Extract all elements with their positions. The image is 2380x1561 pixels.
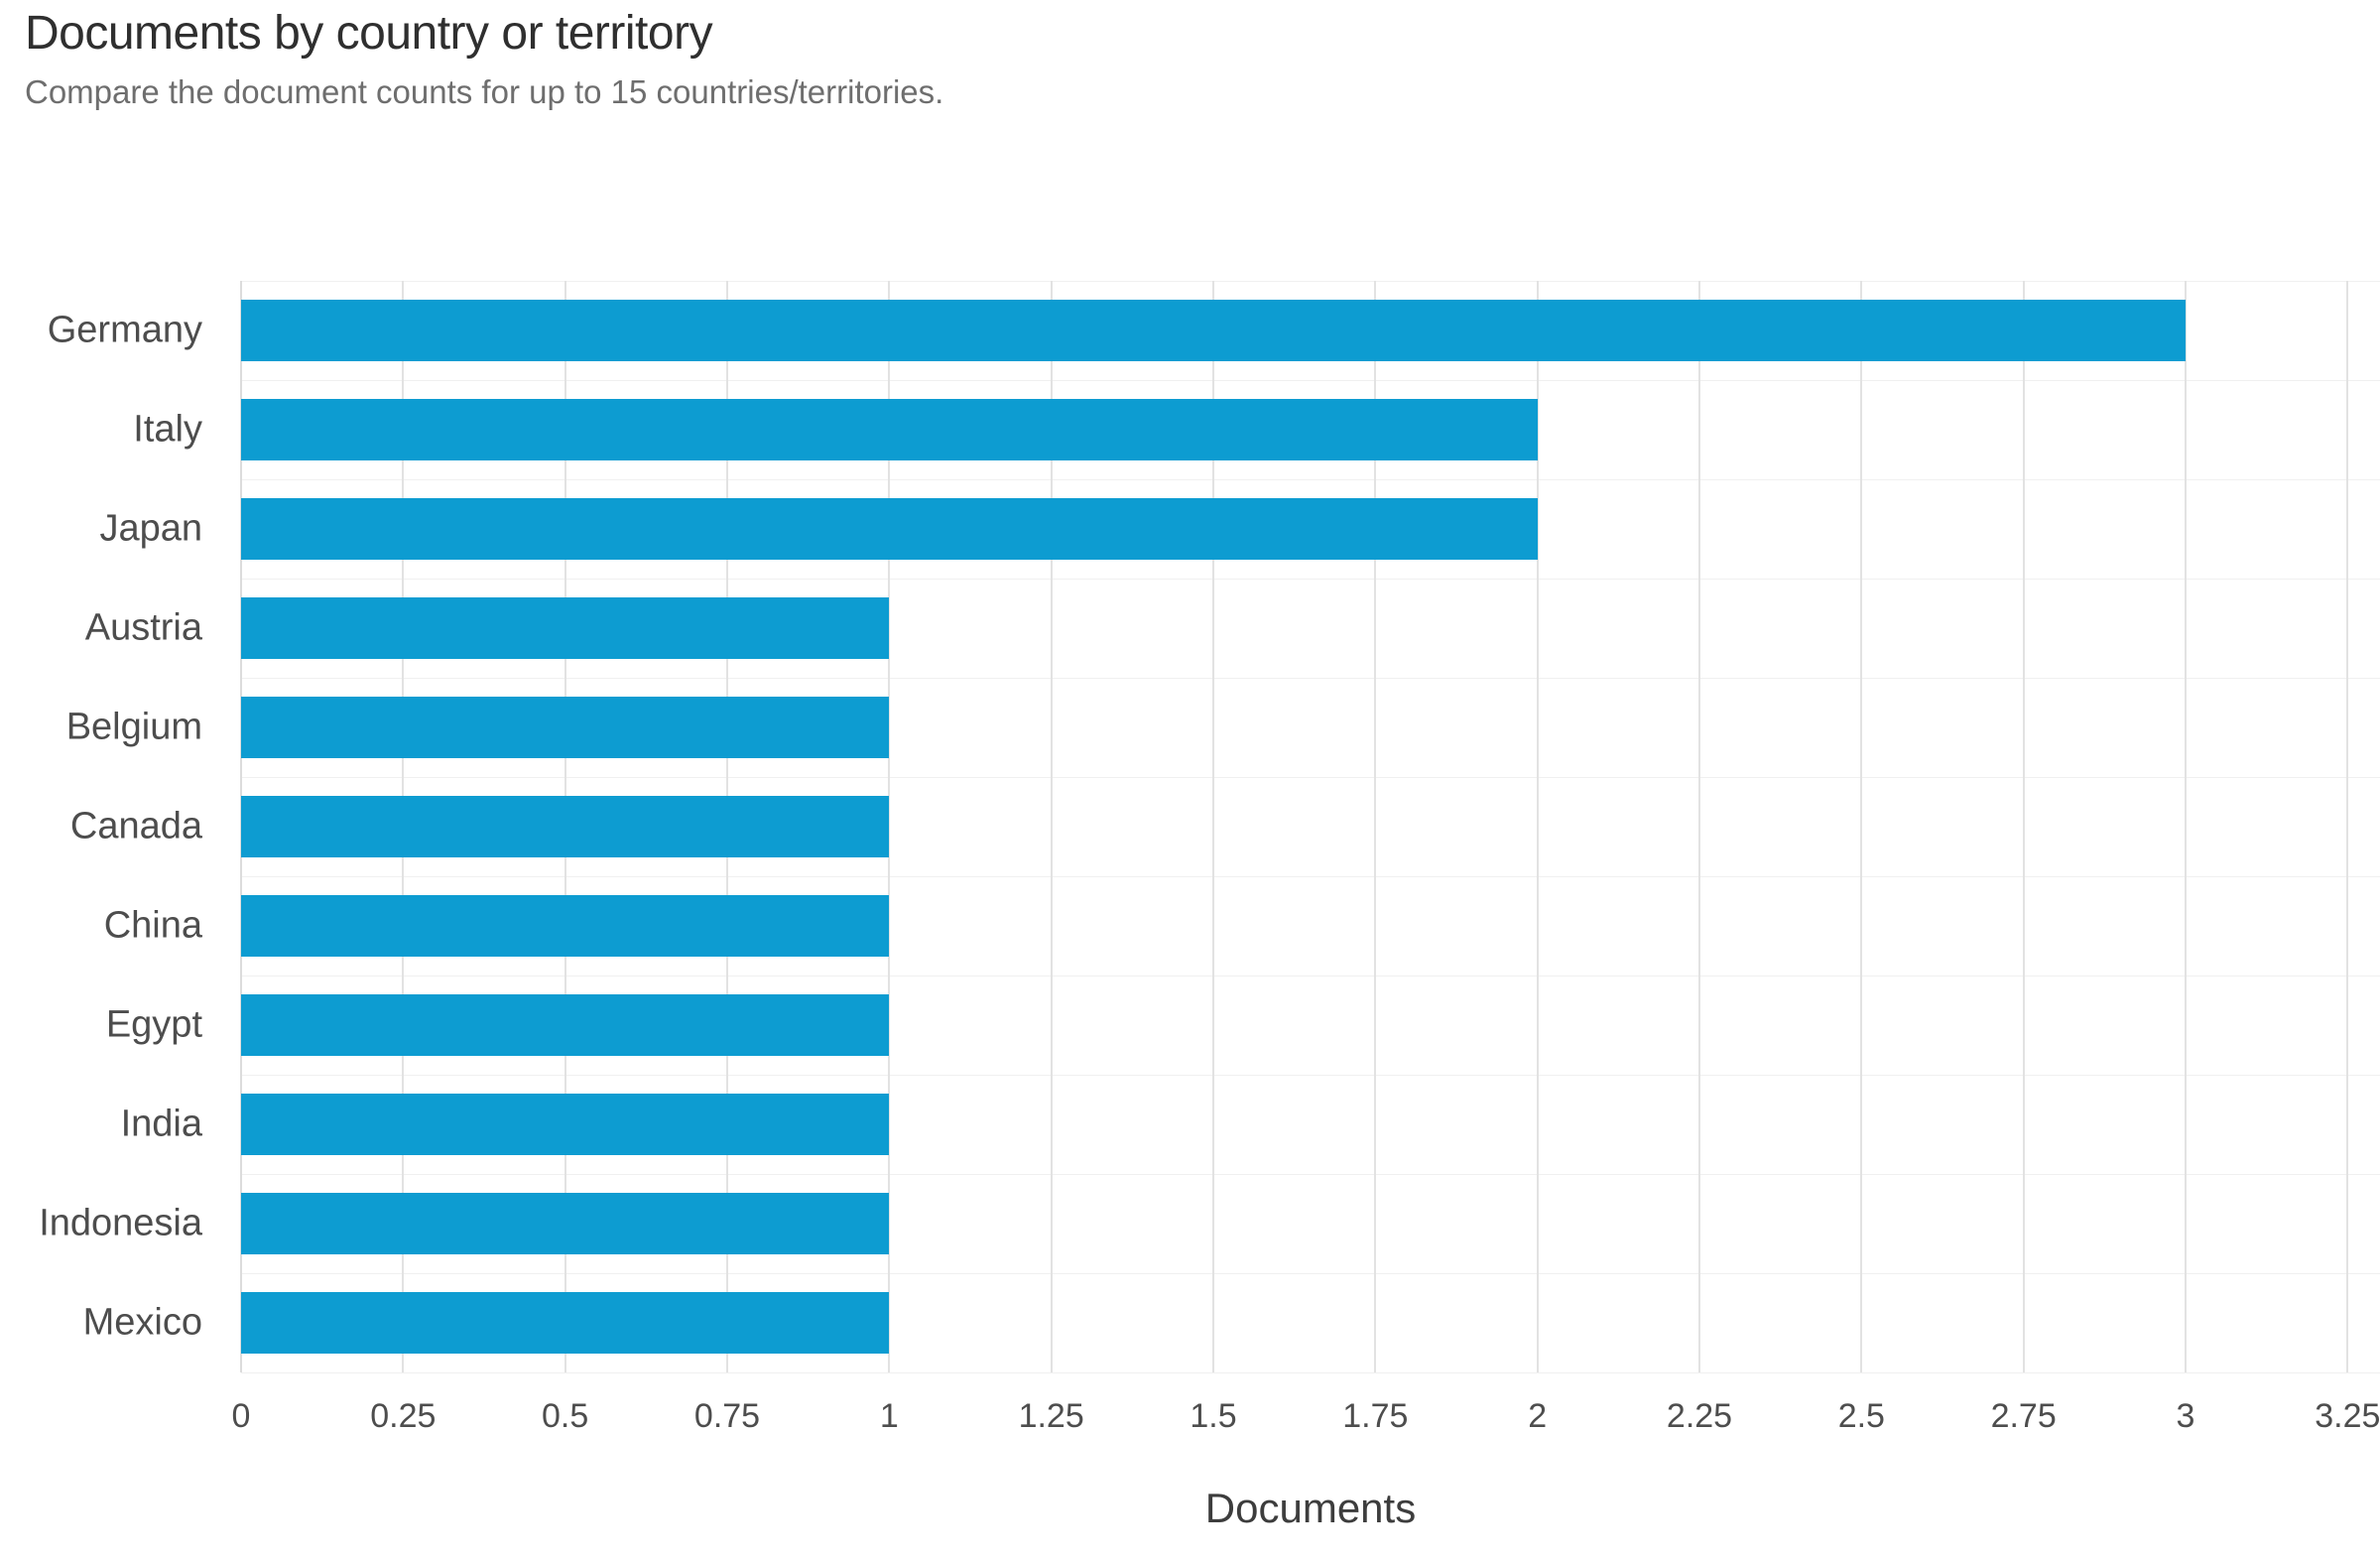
gridline-2.25 [1698, 281, 1700, 1372]
gridline-2.5 [1860, 281, 1863, 1372]
category-band-separator [241, 678, 2380, 679]
bar-germany[interactable] [241, 300, 2186, 361]
x-tick-label-3.25: 3.25 [2315, 1397, 2380, 1435]
bar-belgium[interactable] [241, 697, 890, 758]
category-label-japan: Japan [99, 507, 202, 550]
x-axis-tick-labels: 0 0.25 0.5 0.75 1 1.25 1.5 1.75 2 2.25 2.5 2.75 3 3.2… [232, 1397, 2380, 1447]
category-label-indonesia: Indonesia [39, 1202, 202, 1244]
bar-canada[interactable] [241, 796, 890, 857]
gridline-1.75 [1374, 281, 1377, 1372]
x-tick-label-2.75: 2.75 [1990, 1397, 2057, 1435]
x-tick-label-2.25: 2.25 [1666, 1397, 1733, 1435]
x-tick-label-1.5: 1.5 [1190, 1397, 1237, 1435]
x-tick-label-1.25: 1.25 [1018, 1397, 1084, 1435]
category-band-separator [241, 1075, 2380, 1076]
category-band-separator [241, 380, 2380, 381]
bar-egypt[interactable] [241, 994, 890, 1056]
category-band-separator [241, 281, 2380, 282]
chart-subtitle: Compare the document counts for up to 15… [25, 73, 944, 110]
plot-area [240, 281, 2380, 1373]
category-label-germany: Germany [47, 309, 202, 351]
x-tick-label-0.25: 0.25 [370, 1397, 437, 1435]
x-axis-title: Documents [1204, 1485, 1417, 1531]
gridline-2 [1536, 281, 1539, 1372]
bar-italy[interactable] [241, 399, 1538, 460]
gridline-2.75 [2022, 281, 2025, 1372]
gridline-1.25 [1050, 281, 1053, 1372]
bar-india[interactable] [241, 1094, 890, 1155]
category-band-separator [241, 876, 2380, 877]
category-band-separator [241, 479, 2380, 480]
x-tick-label-0.75: 0.75 [693, 1397, 761, 1435]
x-tick-label-1.75: 1.75 [1342, 1397, 1409, 1435]
bar-indonesia[interactable] [241, 1193, 890, 1254]
category-band-separator [241, 1174, 2380, 1175]
chart-title: Documents by country or territory [25, 7, 713, 60]
x-tick-label-0: 0 [231, 1397, 251, 1435]
bar-japan[interactable] [241, 498, 1538, 560]
category-band-separator [241, 1372, 2380, 1373]
gridline-1 [888, 281, 891, 1372]
category-label-egypt: Egypt [105, 1003, 202, 1046]
x-tick-label-0.5: 0.5 [542, 1397, 589, 1435]
gridline-3.25 [2346, 281, 2349, 1372]
gridline-3 [2184, 281, 2187, 1372]
category-label-india: India [120, 1103, 202, 1145]
category-label-belgium: Belgium [65, 706, 202, 748]
category-band-separator [241, 579, 2380, 580]
category-label-china: China [103, 904, 202, 947]
category-label-italy: Italy [133, 408, 202, 451]
category-label-canada: Canada [69, 805, 202, 847]
y-axis-category-labels: Germany Italy Japan Austria Belgium Canada Chi… [0, 281, 220, 1372]
x-tick-label-2: 2 [1528, 1397, 1548, 1435]
gridline-1.5 [1211, 281, 1214, 1372]
x-tick-label-3: 3 [2176, 1397, 2195, 1435]
x-tick-label-2.5: 2.5 [1837, 1397, 1885, 1435]
bar-austria[interactable] [241, 597, 890, 659]
category-label-austria: Austria [84, 606, 202, 649]
bar-mexico[interactable] [241, 1292, 890, 1354]
category-band-separator [241, 1273, 2380, 1274]
category-band-separator [241, 777, 2380, 778]
bar-china[interactable] [241, 895, 890, 957]
x-tick-label-1: 1 [879, 1397, 899, 1435]
category-label-mexico: Mexico [82, 1301, 202, 1344]
